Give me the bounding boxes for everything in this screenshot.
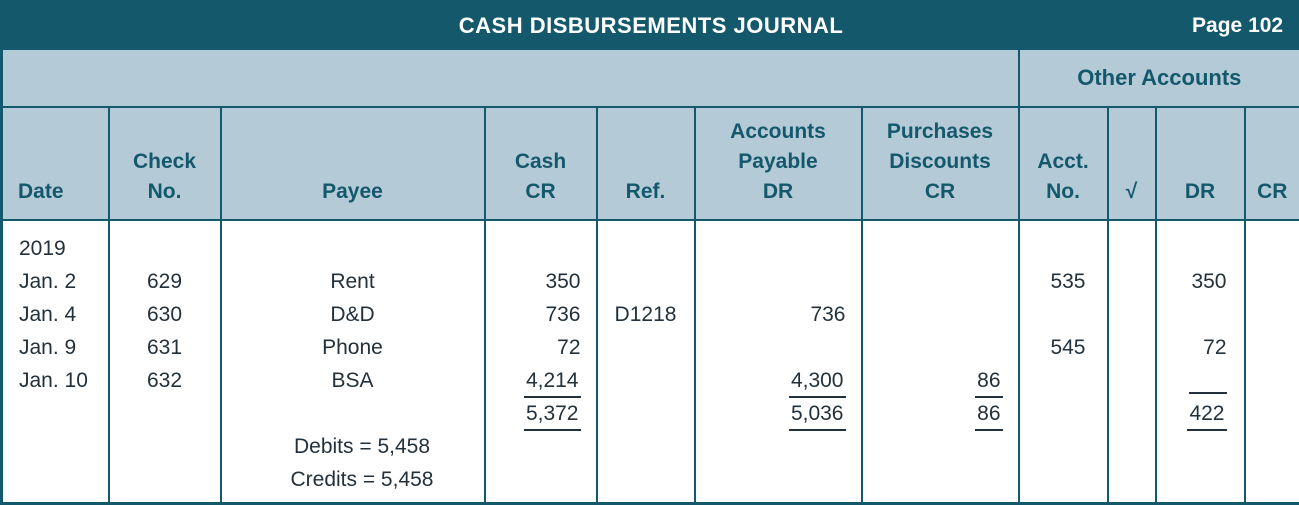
date-column: 2019 Jan. 2 Jan. 4 Jan. 9 Jan. 10 <box>0 218 110 505</box>
other-dr-value: 350 <box>1191 269 1227 293</box>
col-header-accounts-payable-dr: Accounts Payable DR <box>693 105 863 221</box>
col-header-check-no: Check No. <box>107 105 222 221</box>
other-accounts-header: Other Accounts <box>1017 49 1299 107</box>
accounts-payable-dr-column: 736 4,300 5,036 <box>693 218 863 505</box>
acct-no-value: 545 <box>1050 335 1086 359</box>
check-no-value: 629 <box>146 269 183 293</box>
col-header-check-mark: √ <box>1106 105 1157 221</box>
band-left-spacer <box>1 49 1019 107</box>
cash-cr-value: 4,214 <box>487 364 595 398</box>
payee-value: Rent <box>330 269 375 293</box>
col-header-dr: DR <box>1154 105 1246 221</box>
accounts-payable-dr-value: 4,300 <box>697 364 860 398</box>
spacer <box>599 232 693 265</box>
date-value: Jan. 2 <box>19 269 77 293</box>
total-amount: 422 <box>1187 399 1227 431</box>
spacer <box>1021 232 1106 265</box>
ruled-amount: 86 <box>975 366 1003 398</box>
total-amount: 5,372 <box>523 399 581 431</box>
column-header-row: Date Check No. Payee Cash CR Ref. Accoun… <box>0 105 1299 221</box>
total-amount: 5,036 <box>788 399 846 431</box>
page-number: Page 102 <box>1192 14 1284 38</box>
payee-value: BSA <box>331 368 374 392</box>
other-cr-column <box>1243 218 1299 505</box>
page-title: CASH DISBURSEMENTS JOURNAL <box>458 13 844 39</box>
spacer <box>599 265 693 298</box>
spacer <box>223 232 483 265</box>
spacer <box>864 331 1017 364</box>
check-no-value: 632 <box>146 368 183 392</box>
col-header-cash-cr: Cash CR <box>483 105 598 221</box>
spacer <box>1158 232 1243 265</box>
col-header-purchases-discounts-cr: Purchases Discounts CR <box>860 105 1020 221</box>
title-bar: CASH DISBURSEMENTS JOURNAL Page 102 <box>1 1 1299 50</box>
ref-value: D1218 <box>614 302 677 326</box>
date-value: Jan. 9 <box>19 335 77 359</box>
col-header-payee: Payee <box>219 105 486 221</box>
accounts-payable-dr-value: 736 <box>810 302 846 326</box>
cash-cr-value: 72 <box>557 335 581 359</box>
ruled-amount: 4,300 <box>788 366 846 398</box>
date-value: Jan. 4 <box>19 302 77 326</box>
spacer <box>864 265 1017 298</box>
accounts-payable-dr-total: 5,036 <box>697 397 860 431</box>
ruled-amount: 4,214 <box>523 366 581 398</box>
spacer <box>697 265 860 298</box>
col-header-ref: Ref. <box>595 105 696 221</box>
acct-no-value: 535 <box>1050 269 1086 293</box>
title-bar-cell: CASH DISBURSEMENTS JOURNAL Page 102 <box>1 1 1299 50</box>
total-amount: 86 <box>975 399 1003 431</box>
summary-credits: Credits = 5,458 <box>290 467 434 491</box>
spacer <box>697 232 860 265</box>
cash-cr-value: 350 <box>545 269 581 293</box>
spacer <box>111 232 219 265</box>
payee-column: Rent D&D Phone BSA Debits = 5,458 Credit… <box>219 218 486 505</box>
cash-cr-column: 350 736 72 4,214 5,372 <box>483 218 598 505</box>
year-value: 2019 <box>19 236 66 260</box>
purchases-discounts-cr-total: 86 <box>864 397 1017 431</box>
journal-body-row: 2019 Jan. 2 Jan. 4 Jan. 9 Jan. 10 629 63… <box>0 218 1299 505</box>
payee-value: D&D <box>330 302 375 326</box>
spacer <box>697 331 860 364</box>
check-no-value: 630 <box>146 302 183 326</box>
summary-debits: Debits = 5,458 <box>293 434 430 458</box>
other-dr-value: 72 <box>1203 335 1227 359</box>
check-no-column: 629 630 631 632 <box>107 218 222 505</box>
spacer <box>864 298 1017 331</box>
spacer <box>487 232 595 265</box>
other-accounts-band: Other Accounts <box>1 49 1299 107</box>
total-rule <box>1158 364 1243 397</box>
spacer <box>1021 298 1106 331</box>
purchases-discounts-cr-value: 86 <box>864 364 1017 398</box>
ref-column: D1218 <box>595 218 696 505</box>
cash-cr-total: 5,372 <box>487 397 595 431</box>
purchases-discounts-cr-column: 86 86 <box>860 218 1020 505</box>
payee-value: Phone <box>322 335 383 359</box>
cash-cr-value: 736 <box>545 302 581 326</box>
date-value: Jan. 10 <box>19 368 88 392</box>
spacer <box>1158 298 1243 331</box>
col-header-cr: CR <box>1243 105 1299 221</box>
check-no-value: 631 <box>146 335 183 359</box>
blank-ruling-line <box>1188 364 1227 394</box>
spacer <box>223 397 483 430</box>
other-dr-column: 350 72 422 <box>1154 218 1246 505</box>
acct-no-column: 535 545 <box>1017 218 1109 505</box>
other-dr-total: 422 <box>1158 397 1243 431</box>
check-mark-column <box>1106 218 1157 505</box>
col-header-acct-no: Acct. No. <box>1017 105 1109 221</box>
spacer <box>864 232 1017 265</box>
col-header-date: Date <box>0 105 110 221</box>
